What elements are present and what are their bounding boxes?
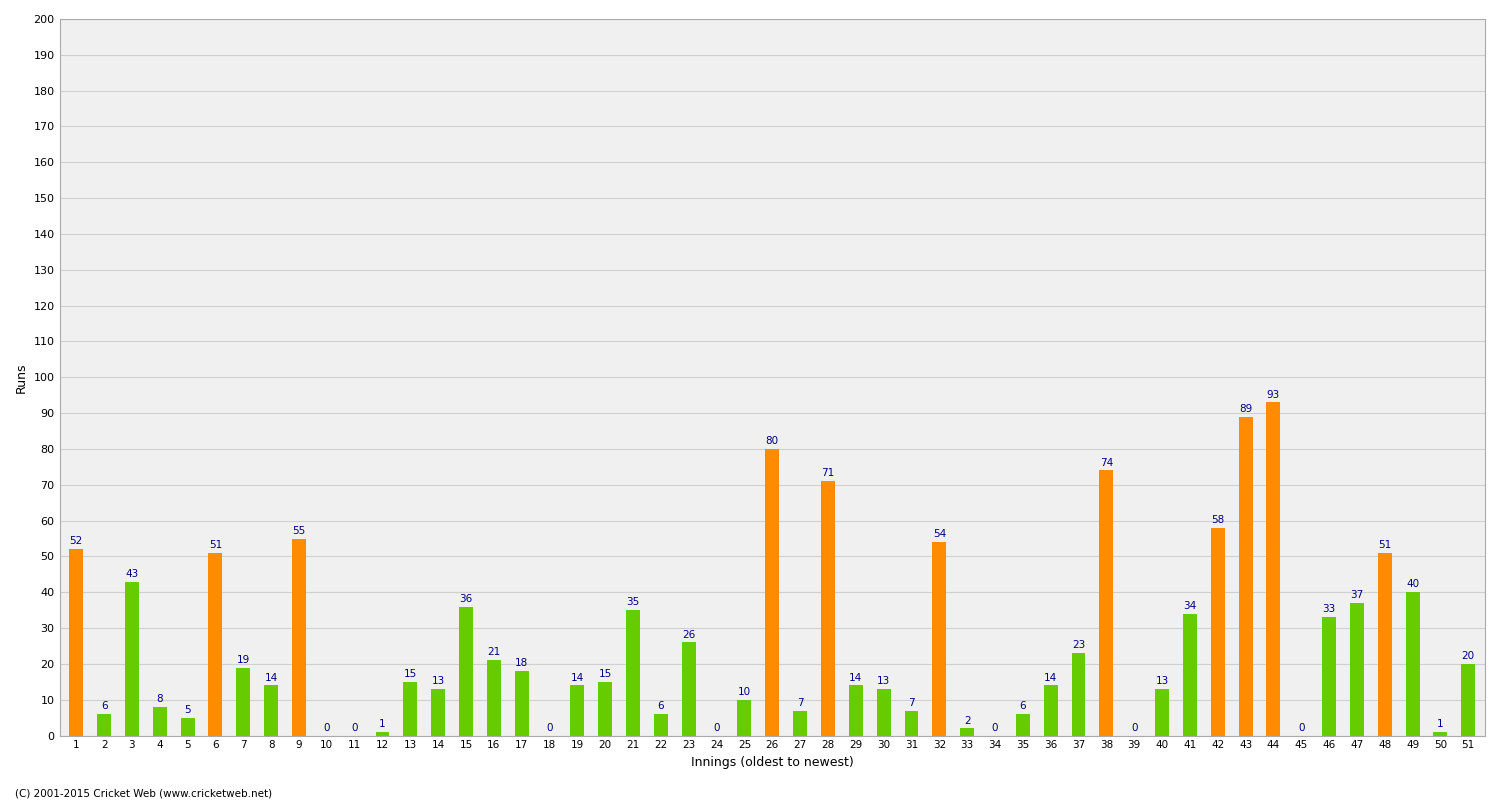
Text: 0: 0 [351, 722, 358, 733]
X-axis label: Innings (oldest to newest): Innings (oldest to newest) [692, 756, 853, 769]
Text: 7: 7 [908, 698, 915, 708]
Bar [1266, 402, 1281, 735]
Text: 6: 6 [100, 702, 108, 711]
Bar [1044, 686, 1058, 735]
Bar [1378, 553, 1392, 735]
Text: 2: 2 [964, 715, 970, 726]
Bar [124, 582, 140, 735]
Text: 0: 0 [1298, 722, 1305, 733]
Bar [264, 686, 278, 735]
Text: 18: 18 [514, 658, 528, 668]
Text: (C) 2001-2015 Cricket Web (www.cricketweb.net): (C) 2001-2015 Cricket Web (www.cricketwe… [15, 788, 272, 798]
Text: 19: 19 [237, 654, 250, 665]
Bar [1210, 528, 1224, 735]
Bar [488, 660, 501, 735]
Text: 51: 51 [1378, 540, 1392, 550]
Text: 58: 58 [1210, 515, 1224, 525]
Bar [1350, 603, 1364, 735]
Bar [514, 671, 528, 735]
Text: 89: 89 [1239, 404, 1252, 414]
Text: 1: 1 [1437, 719, 1444, 729]
Text: 80: 80 [765, 436, 778, 446]
Text: 71: 71 [822, 468, 834, 478]
Bar [876, 689, 891, 735]
Bar [98, 714, 111, 735]
Bar [1322, 618, 1336, 735]
Text: 8: 8 [156, 694, 164, 704]
Text: 6: 6 [657, 702, 664, 711]
Bar [1184, 614, 1197, 735]
Text: 13: 13 [432, 676, 445, 686]
Bar [654, 714, 668, 735]
Bar [765, 449, 778, 735]
Text: 7: 7 [796, 698, 804, 708]
Text: 33: 33 [1323, 605, 1335, 614]
Bar [1155, 689, 1168, 735]
Text: 0: 0 [714, 722, 720, 733]
Text: 14: 14 [1044, 673, 1058, 682]
Bar [794, 710, 807, 735]
Bar [682, 642, 696, 735]
Bar [570, 686, 585, 735]
Text: 34: 34 [1184, 601, 1197, 611]
Bar [821, 481, 836, 735]
Text: 13: 13 [878, 676, 891, 686]
Text: 13: 13 [1155, 676, 1168, 686]
Bar [626, 610, 640, 735]
Bar [292, 538, 306, 735]
Text: 10: 10 [738, 687, 752, 697]
Bar [904, 710, 918, 735]
Y-axis label: Runs: Runs [15, 362, 28, 393]
Text: 15: 15 [404, 669, 417, 679]
Bar [1100, 470, 1113, 735]
Text: 93: 93 [1268, 390, 1280, 399]
Bar [598, 682, 612, 735]
Text: 14: 14 [849, 673, 862, 682]
Bar [430, 689, 445, 735]
Text: 6: 6 [1020, 702, 1026, 711]
Bar [738, 700, 752, 735]
Text: 20: 20 [1461, 651, 1474, 661]
Text: 15: 15 [598, 669, 612, 679]
Bar [1239, 417, 1252, 735]
Bar [180, 718, 195, 735]
Bar [69, 550, 82, 735]
Bar [153, 707, 166, 735]
Text: 14: 14 [264, 673, 278, 682]
Bar [459, 606, 472, 735]
Bar [209, 553, 222, 735]
Text: 14: 14 [572, 673, 584, 682]
Text: 1: 1 [380, 719, 386, 729]
Text: 36: 36 [459, 594, 472, 604]
Bar [375, 732, 390, 735]
Text: 54: 54 [933, 530, 946, 539]
Text: 0: 0 [546, 722, 554, 733]
Text: 5: 5 [184, 705, 190, 715]
Bar [1406, 592, 1419, 735]
Text: 21: 21 [488, 647, 501, 658]
Text: 43: 43 [126, 569, 138, 578]
Bar [1434, 732, 1448, 735]
Bar [1016, 714, 1031, 735]
Text: 51: 51 [209, 540, 222, 550]
Text: 23: 23 [1072, 640, 1084, 650]
Text: 35: 35 [627, 598, 639, 607]
Bar [1461, 664, 1476, 735]
Text: 40: 40 [1406, 579, 1419, 590]
Bar [933, 542, 946, 735]
Text: 26: 26 [682, 630, 696, 639]
Text: 55: 55 [292, 526, 306, 536]
Text: 37: 37 [1350, 590, 1364, 600]
Bar [404, 682, 417, 735]
Bar [237, 667, 250, 735]
Text: 0: 0 [324, 722, 330, 733]
Text: 74: 74 [1100, 458, 1113, 467]
Text: 0: 0 [992, 722, 998, 733]
Bar [849, 686, 862, 735]
Bar [960, 729, 974, 735]
Text: 52: 52 [69, 537, 82, 546]
Bar [1071, 653, 1086, 735]
Text: 0: 0 [1131, 722, 1137, 733]
